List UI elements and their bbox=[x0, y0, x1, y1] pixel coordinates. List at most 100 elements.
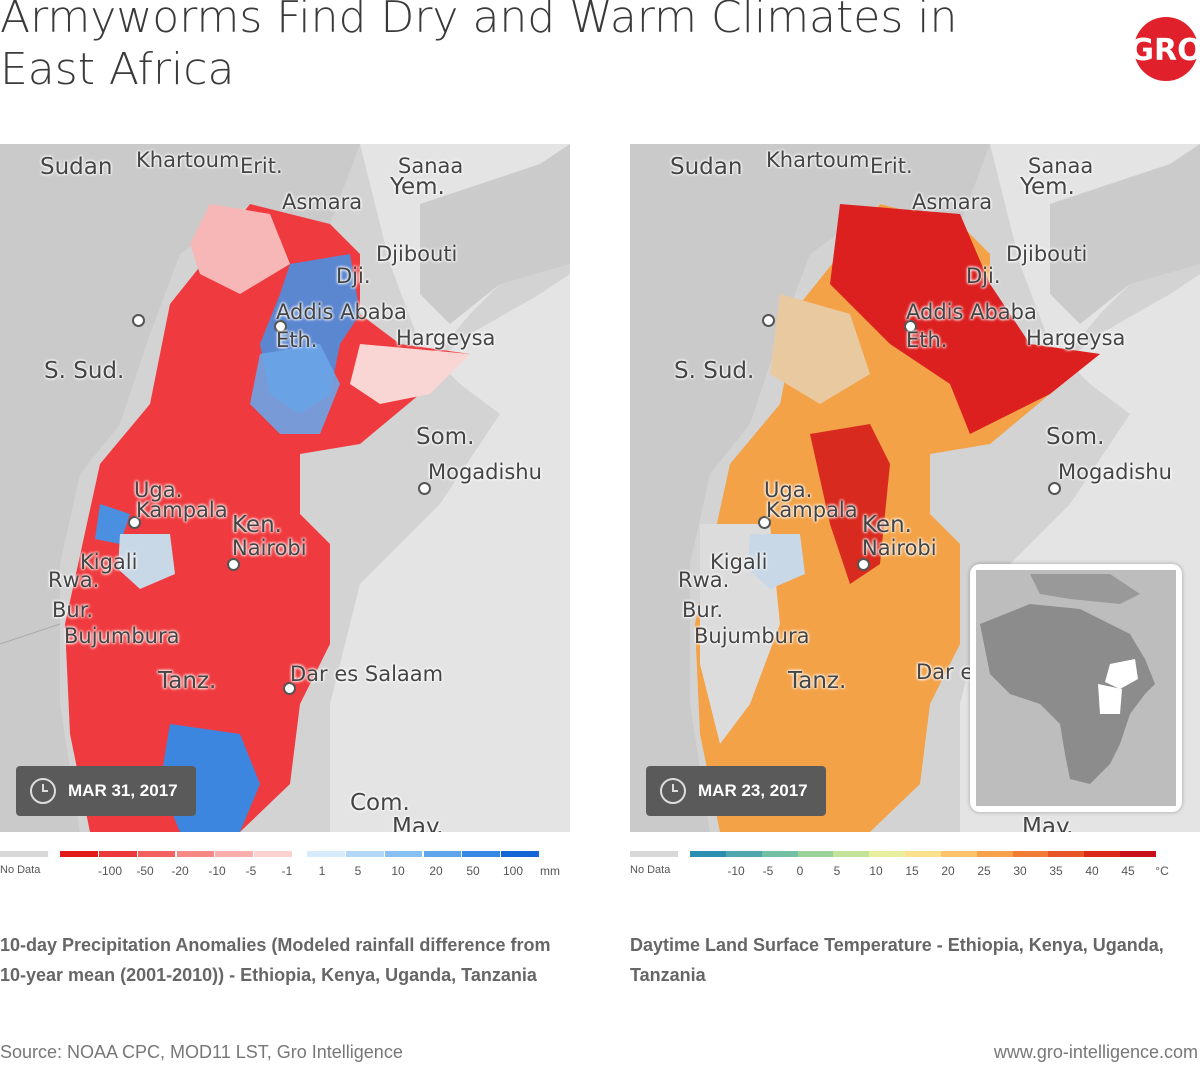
legend-label: 20 bbox=[941, 864, 955, 878]
label-kigali: Kigali bbox=[80, 550, 138, 574]
date-badge: MAR 23, 2017 bbox=[646, 766, 826, 816]
legend-label: 15 bbox=[905, 864, 919, 878]
label-yemen: Yem. bbox=[390, 174, 445, 200]
label-tanzania: Tanz. bbox=[788, 668, 847, 694]
legend-swatch bbox=[60, 851, 98, 857]
precipitation-caption: 10-day Precipitation Anomalies (Modeled … bbox=[0, 935, 551, 985]
legend-label: 25 bbox=[977, 864, 991, 878]
legend-label: -10 bbox=[727, 864, 745, 878]
legend-label: 45 bbox=[1121, 864, 1135, 878]
legend-swatch bbox=[462, 851, 501, 857]
clock-icon bbox=[30, 778, 56, 804]
label-eritrea: Erit. bbox=[870, 154, 913, 178]
legend-swatch bbox=[905, 851, 941, 857]
legend-label: -50 bbox=[136, 864, 154, 878]
label-dji: Dji. bbox=[966, 264, 1001, 288]
asmara-marker bbox=[274, 320, 287, 333]
legend-label: °C bbox=[1155, 864, 1169, 878]
legend-swatch bbox=[1012, 851, 1049, 857]
legend-label: 30 bbox=[1013, 864, 1027, 878]
legend-label: -5 bbox=[245, 864, 257, 878]
legend-swatch bbox=[690, 851, 726, 857]
label-hargeysa: Hargeysa bbox=[1026, 326, 1126, 350]
label-kenya: Ken. bbox=[232, 512, 282, 538]
date-text: MAR 23, 2017 bbox=[698, 781, 808, 800]
legend-label: 1 bbox=[318, 864, 326, 878]
kampala-marker bbox=[128, 516, 141, 529]
label-ethiopia: Eth. bbox=[906, 328, 948, 352]
no-data-label: No Data bbox=[630, 864, 671, 876]
legend-label: 10 bbox=[869, 864, 883, 878]
legend-swatch bbox=[215, 851, 254, 857]
khartoum-marker bbox=[132, 314, 145, 327]
legend-label: 0 bbox=[796, 864, 804, 878]
label-djibouti: Djibouti bbox=[376, 242, 458, 266]
label-hargeysa: Hargeysa bbox=[396, 326, 496, 350]
label-ethiopia: Eth. bbox=[276, 328, 318, 352]
label-uganda: Uga. bbox=[764, 478, 813, 502]
svg-text:GRO: GRO bbox=[1133, 33, 1199, 68]
label-rwanda: Rwa. bbox=[678, 568, 730, 592]
legend-label: 100 bbox=[502, 864, 524, 878]
label-somalia: Som. bbox=[1046, 424, 1105, 450]
legend-swatch bbox=[1084, 851, 1121, 857]
label-sudan: Sudan bbox=[40, 154, 113, 180]
legend-label: -10 bbox=[208, 864, 226, 878]
no-data-swatch bbox=[0, 851, 48, 857]
africa-locator-map bbox=[976, 570, 1176, 806]
label-dar-es-salaam: Dar e bbox=[916, 660, 974, 684]
temperature-legend: No Data -10 -5 0 5 10 15 20 25 30 35 40 45 °C bbox=[630, 848, 1200, 888]
legend-swatch bbox=[976, 851, 1013, 857]
legend-label: 40 bbox=[1085, 864, 1099, 878]
legend-label: -5 bbox=[762, 864, 774, 878]
label-rwanda: Rwa. bbox=[48, 568, 100, 592]
legend-label: mm bbox=[540, 864, 560, 878]
precipitation-map[interactable]: Sudan Khartoum Erit. Sanaa Yem. Asmara D… bbox=[0, 144, 570, 832]
label-khartoum: Khartoum bbox=[136, 148, 240, 172]
date-text: MAR 31, 2017 bbox=[68, 781, 178, 800]
label-somalia: Som. bbox=[416, 424, 475, 450]
label-sanaa: Sanaa bbox=[1028, 154, 1094, 178]
legend-swatch bbox=[1120, 851, 1156, 857]
legend-label: 5 bbox=[354, 864, 362, 878]
label-kampala: Kampala bbox=[136, 498, 228, 522]
mogadishu-marker bbox=[418, 482, 431, 495]
khartoum-marker bbox=[762, 314, 775, 327]
label-kenya: Ken. bbox=[862, 512, 912, 538]
website-link[interactable]: www.gro-intelligence.com bbox=[993, 1042, 1198, 1062]
label-mogadishu: Mogadishu bbox=[428, 460, 542, 484]
label-dar-es-salaam: Dar es Salaam bbox=[290, 662, 444, 686]
legend-swatch bbox=[869, 851, 906, 857]
nairobi-marker bbox=[227, 558, 240, 571]
legend-label: -1 bbox=[281, 864, 293, 878]
label-kampala: Kampala bbox=[766, 498, 858, 522]
label-mogadishu: Mogadishu bbox=[1058, 460, 1172, 484]
legend-label: 10 bbox=[391, 864, 405, 878]
label-asmara: Asmara bbox=[912, 190, 993, 214]
label-khartoum: Khartoum bbox=[766, 148, 870, 172]
legend-swatch bbox=[423, 851, 462, 857]
label-eritrea: Erit. bbox=[240, 154, 283, 178]
nairobi-marker bbox=[857, 558, 870, 571]
legend-swatch bbox=[797, 851, 834, 857]
no-data-label: No Data bbox=[0, 864, 41, 876]
kampala-marker bbox=[758, 516, 771, 529]
label-south-sudan: S. Sud. bbox=[674, 358, 755, 384]
precipitation-legend: No Data -100 -50 -20 -10 -5 -1 1 5 10 20 50 100 mm bbox=[0, 848, 570, 888]
label-comoros: Com. bbox=[350, 790, 410, 816]
legend-swatch bbox=[833, 851, 870, 857]
date-badge: MAR 31, 2017 bbox=[16, 766, 196, 816]
legend-swatch bbox=[761, 851, 798, 857]
legend-swatch bbox=[501, 851, 539, 857]
label-sudan: Sudan bbox=[670, 154, 743, 180]
label-sanaa: Sanaa bbox=[398, 154, 464, 178]
legend-swatch bbox=[1048, 851, 1085, 857]
legend-swatch bbox=[98, 851, 137, 857]
temperature-caption: Daytime Land Surface Temperature - Ethio… bbox=[630, 935, 1164, 985]
no-data-swatch bbox=[630, 851, 678, 857]
mogadishu-marker bbox=[1048, 482, 1061, 495]
legend-label: -20 bbox=[171, 864, 189, 878]
temperature-map[interactable]: Sudan Khartoum Erit. Sanaa Yem. Asmara D… bbox=[630, 144, 1200, 832]
legend-swatch bbox=[384, 851, 423, 857]
label-mayotte: May. bbox=[1022, 814, 1074, 832]
